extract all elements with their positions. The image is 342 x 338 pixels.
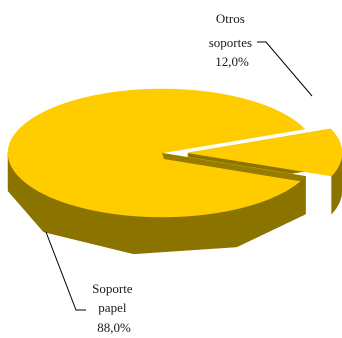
label-otros-soportes: Otros soportes 12,0%: [209, 11, 256, 69]
pie-slices: [7, 88, 342, 255]
leader-line-papel: [45, 231, 86, 311]
slice-inner-face-1: [162, 153, 306, 183]
label-papel-line-2: papel: [98, 300, 127, 315]
label-soporte-papel: Soporte papel 88,0%: [92, 281, 136, 335]
label-papel-value: 88,0%: [97, 320, 131, 335]
slice-top-1: [7, 88, 307, 218]
leader-line-otros: [257, 41, 313, 97]
label-otros-line-2: soportes: [209, 35, 252, 50]
label-otros-value: 12,0%: [215, 54, 249, 69]
label-papel-line-1: Soporte: [92, 281, 133, 296]
label-otros-line-1: Otros: [216, 11, 245, 26]
